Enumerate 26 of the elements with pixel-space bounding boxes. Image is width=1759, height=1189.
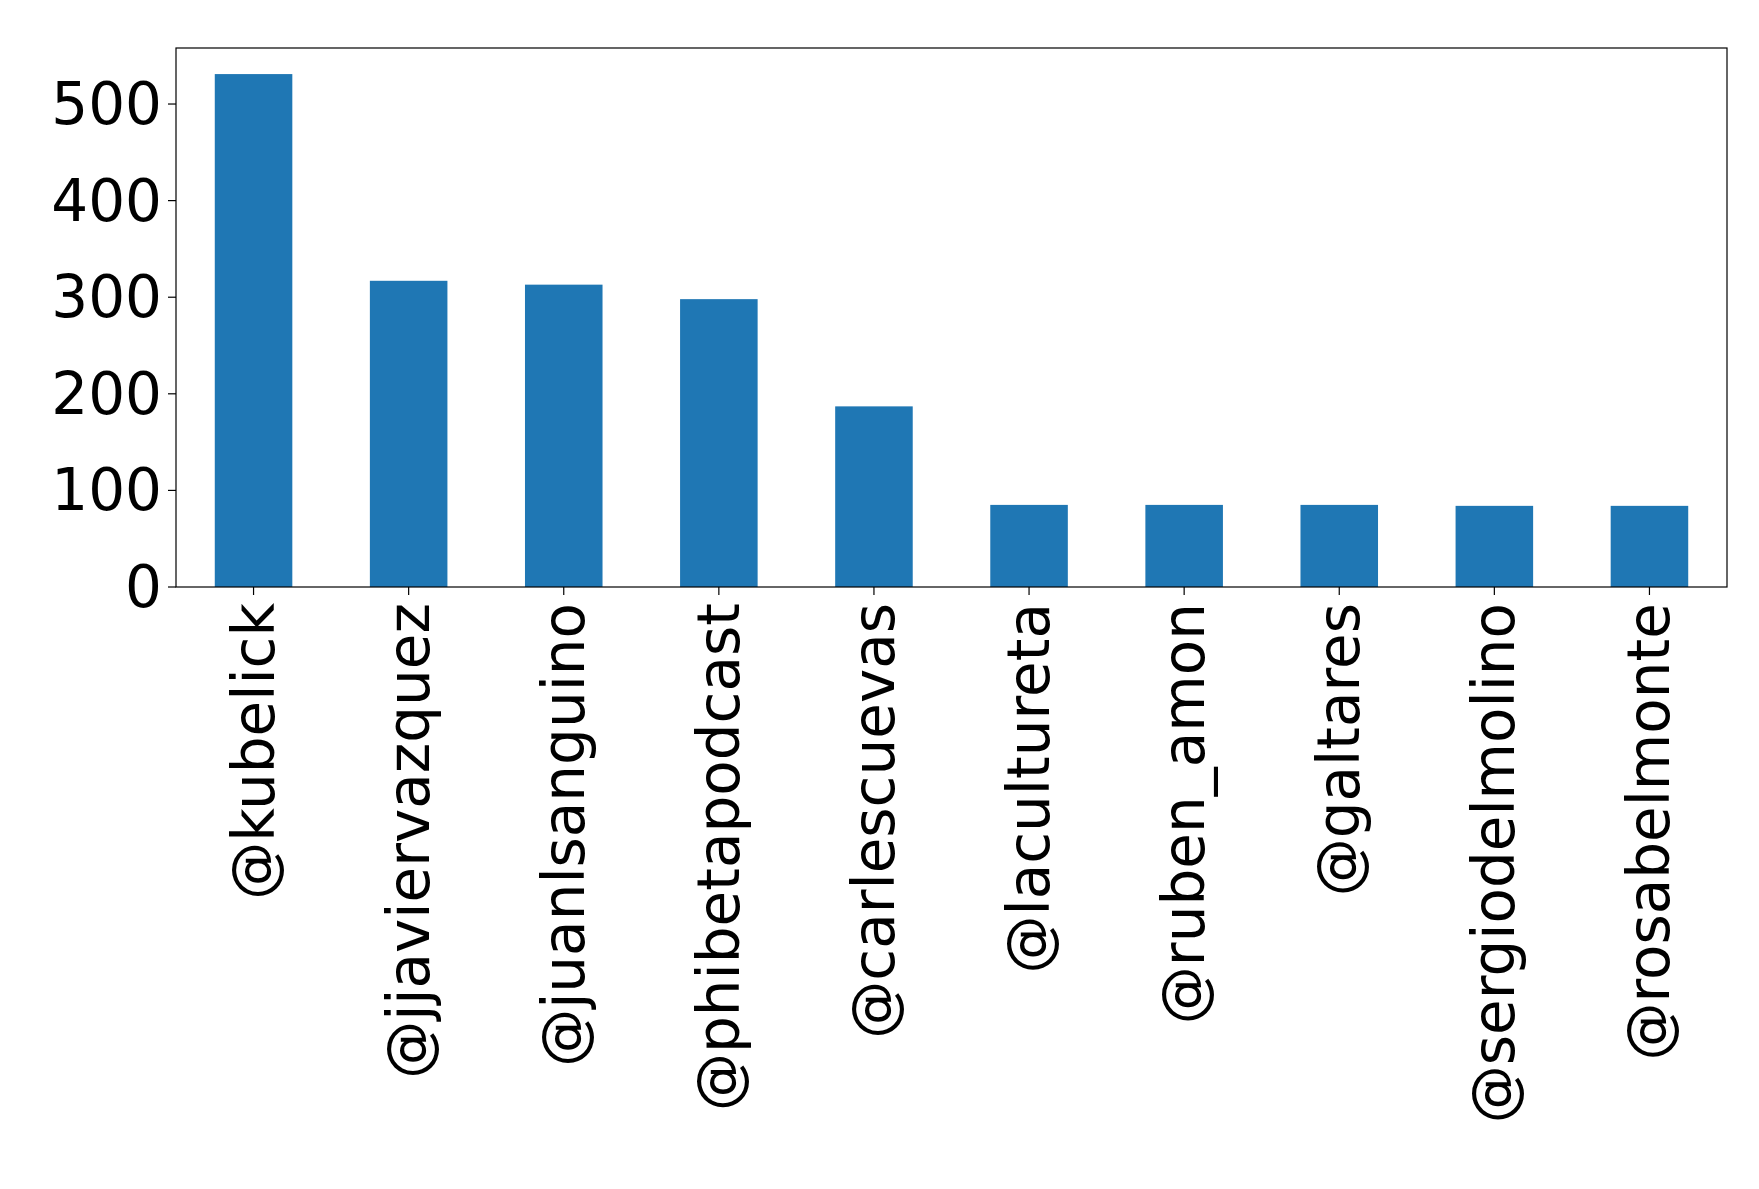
- x-tick-label: @jjaviervazquez: [374, 603, 443, 1079]
- bar: [1300, 504, 1379, 587]
- bar: [680, 299, 758, 587]
- y-tick-label: 300: [51, 263, 162, 332]
- y-tick-label: 100: [51, 456, 162, 525]
- bar: [369, 280, 448, 587]
- x-tick-label: @lacultureta: [995, 603, 1064, 974]
- x-tick-label: @carlescuevas: [839, 603, 908, 1039]
- bar: [1145, 504, 1223, 587]
- x-tick-label: @rosabelmonte: [1615, 603, 1684, 1061]
- x-tick-label: @sergiodelmolino: [1460, 603, 1529, 1124]
- bar: [835, 406, 913, 587]
- x-tick-label: @phibetapodcast: [684, 603, 753, 1111]
- x-tick-label: @galtares: [1305, 603, 1374, 897]
- bar: [1610, 505, 1689, 587]
- bar: [990, 504, 1068, 587]
- y-tick-label: 200: [51, 359, 162, 428]
- x-tick-label: @ruben_amon: [1150, 603, 1219, 1025]
- x-tick-label: @juanlsanguino: [529, 603, 598, 1067]
- y-tick-label: 0: [125, 553, 162, 621]
- y-tick-label: 400: [51, 166, 162, 235]
- bar: [214, 74, 293, 587]
- bar: [524, 284, 603, 587]
- x-tick-label: @kubelick: [219, 602, 288, 900]
- y-tick-label: 500: [51, 70, 162, 139]
- bar: [1455, 505, 1534, 587]
